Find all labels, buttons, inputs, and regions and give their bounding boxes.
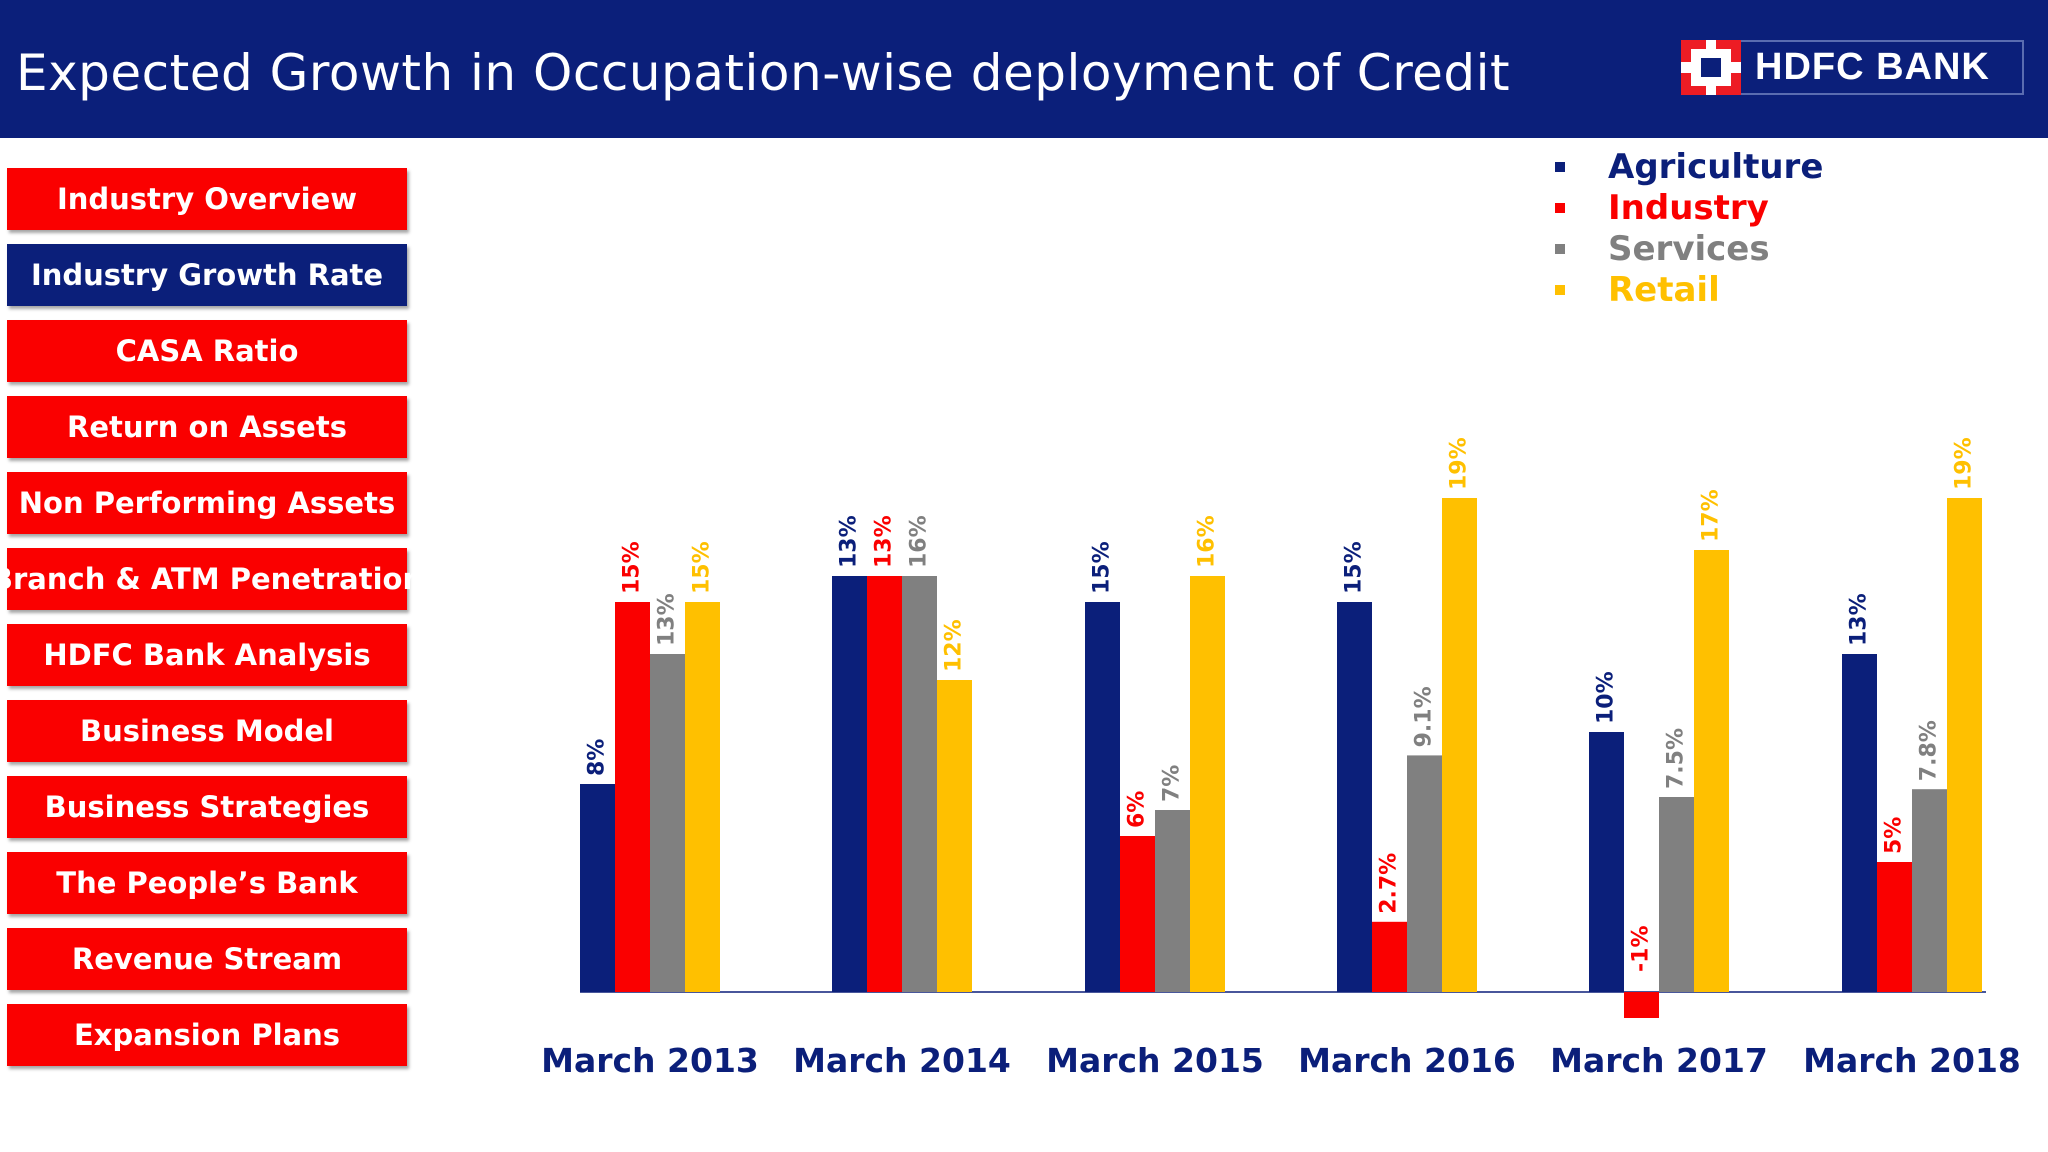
data-label-services-2018: 7.8% <box>1917 720 1942 781</box>
legend-label-industry: Industry <box>1608 187 1769 228</box>
hdfc-logo-icon <box>1681 40 1741 95</box>
bar-industry-2018 <box>1877 862 1912 992</box>
bar-industry-2015 <box>1120 836 1155 992</box>
legend-label-services: Services <box>1608 228 1770 269</box>
bar-services-2017 <box>1659 797 1694 992</box>
legend-marker-agriculture <box>1555 161 1565 172</box>
data-label-retail-2015: 16% <box>1195 515 1220 568</box>
data-label-retail-2018: 19% <box>1952 437 1977 490</box>
bar-agriculture-2014 <box>832 576 867 992</box>
nav-non-performing-assets[interactable]: Non Performing Assets <box>7 472 407 534</box>
bar-agriculture-2015 <box>1085 602 1120 992</box>
nav-expansion-plans[interactable]: Expansion Plans <box>7 1004 407 1066</box>
data-label-agriculture-2014: 13% <box>837 515 862 568</box>
data-label-agriculture-2016: 15% <box>1342 541 1367 594</box>
data-label-retail-2013: 15% <box>690 541 715 594</box>
bar-services-2016 <box>1407 755 1442 992</box>
data-label-agriculture-2015: 15% <box>1090 541 1115 594</box>
bar-retail-2018 <box>1947 498 1982 992</box>
data-label-industry-2016: 2.7% <box>1377 853 1402 914</box>
legend-item-agriculture: Agriculture <box>1550 146 1823 187</box>
data-label-industry-2017: -1% <box>1629 926 1654 972</box>
bar-industry-2016 <box>1372 921 1407 992</box>
nav-industry-growth-rate[interactable]: Industry Growth Rate <box>7 244 407 306</box>
x-tick-label: March 2015 <box>1046 1041 1264 1080</box>
x-tick-label: March 2013 <box>541 1041 759 1080</box>
data-label-industry-2015: 6% <box>1125 791 1150 828</box>
data-label-industry-2014: 13% <box>872 515 897 568</box>
legend-item-retail: Retail <box>1550 269 1823 310</box>
logo-text: HDFC BANK <box>1755 46 1990 88</box>
bar-agriculture-2018 <box>1842 654 1877 992</box>
nav-business-strategies[interactable]: Business Strategies <box>7 776 407 838</box>
data-label-agriculture-2017: 10% <box>1594 671 1619 724</box>
bar-industry-2013 <box>615 602 650 992</box>
header-bar: Expected Growth in Occupation-wise deplo… <box>0 0 2048 138</box>
bar-retail-2015 <box>1190 576 1225 992</box>
nav-revenue-stream[interactable]: Revenue Stream <box>7 928 407 990</box>
data-label-retail-2017: 17% <box>1699 489 1724 542</box>
nav-peoples-bank[interactable]: The People’s Bank <box>7 852 407 914</box>
legend-item-services: Services <box>1550 228 1823 269</box>
nav-return-on-assets[interactable]: Return on Assets <box>7 396 407 458</box>
data-label-services-2015: 7% <box>1160 765 1185 802</box>
x-tick-label: March 2018 <box>1803 1041 2021 1080</box>
legend-label-agriculture: Agriculture <box>1608 146 1824 187</box>
legend-marker-retail <box>1555 284 1565 295</box>
bar-services-2014 <box>902 576 937 992</box>
bar-services-2018 <box>1912 789 1947 992</box>
bar-services-2013 <box>650 654 685 992</box>
data-label-services-2014: 16% <box>907 515 932 568</box>
legend-item-industry: Industry <box>1550 187 1823 228</box>
nav-casa-ratio[interactable]: CASA Ratio <box>7 320 407 382</box>
data-label-services-2016: 9.1% <box>1412 686 1437 747</box>
data-label-industry-2018: 5% <box>1882 817 1907 854</box>
data-label-industry-2013: 15% <box>620 541 645 594</box>
data-label-agriculture-2013: 8% <box>585 739 610 776</box>
bar-industry-2017 <box>1624 992 1659 1018</box>
bar-agriculture-2013 <box>580 784 615 992</box>
nav-hdfc-bank-analysis[interactable]: HDFC Bank Analysis <box>7 624 407 686</box>
nav-industry-overview[interactable]: Industry Overview <box>7 168 407 230</box>
bar-retail-2014 <box>937 680 972 992</box>
x-tick-label: March 2014 <box>793 1041 1011 1080</box>
data-label-services-2013: 13% <box>655 593 680 646</box>
chart-legend: Agriculture Industry Services Retail <box>1550 146 1823 310</box>
hdfc-logo: HDFC BANK <box>1681 40 2024 95</box>
data-label-agriculture-2018: 13% <box>1847 593 1872 646</box>
data-label-retail-2014: 12% <box>942 619 967 672</box>
legend-label-retail: Retail <box>1608 269 1720 310</box>
bar-agriculture-2017 <box>1589 732 1624 992</box>
nav-branch-atm-penetration[interactable]: Branch & ATM Penetration <box>0 548 423 610</box>
bar-services-2015 <box>1155 810 1190 992</box>
x-tick-label: March 2017 <box>1550 1041 1768 1080</box>
legend-marker-industry <box>1555 202 1565 213</box>
nav-business-model[interactable]: Business Model <box>7 700 407 762</box>
bar-retail-2013 <box>685 602 720 992</box>
page-title: Expected Growth in Occupation-wise deplo… <box>16 44 1511 102</box>
legend-marker-services <box>1555 243 1565 254</box>
bar-retail-2016 <box>1442 498 1477 992</box>
data-label-services-2017: 7.5% <box>1664 728 1689 789</box>
bar-retail-2017 <box>1694 550 1729 992</box>
bar-industry-2014 <box>867 576 902 992</box>
x-tick-label: March 2016 <box>1298 1041 1516 1080</box>
data-label-retail-2016: 19% <box>1447 437 1472 490</box>
bar-agriculture-2016 <box>1337 602 1372 992</box>
